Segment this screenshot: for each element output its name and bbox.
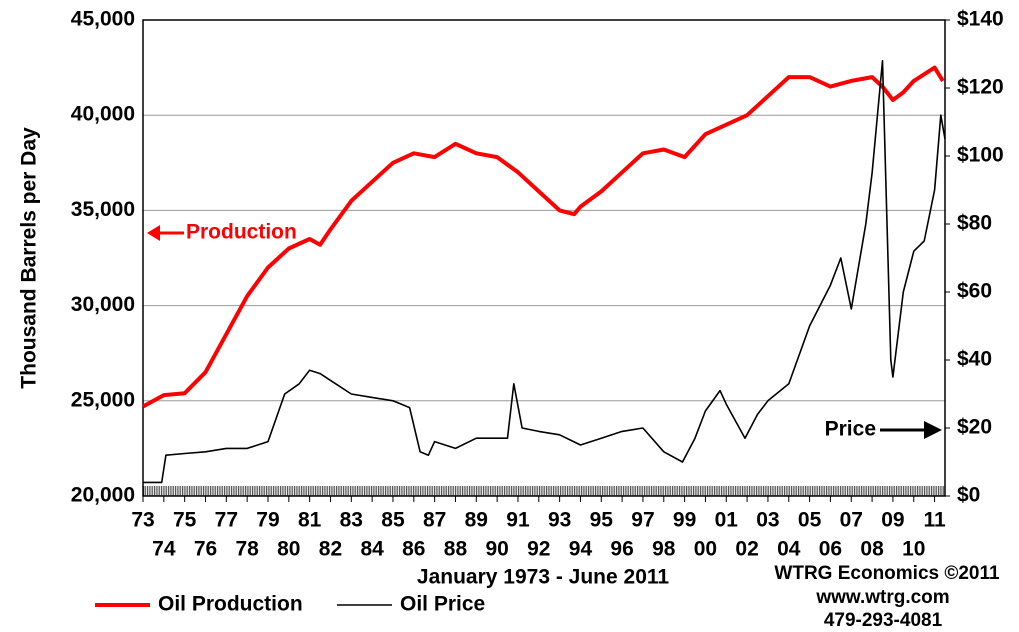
x-tick-label: 05 <box>798 509 822 532</box>
x-tick-label: 78 <box>235 538 259 561</box>
x-tick-label: 06 <box>819 538 842 561</box>
month-ticks <box>143 486 945 496</box>
x-tick-label: 83 <box>340 509 363 532</box>
x-tick-label: 04 <box>777 538 801 561</box>
x-tick-label: 95 <box>590 509 614 532</box>
x-tick-label: 82 <box>319 538 342 561</box>
y-axis-label: Thousand Barrels per Day <box>18 127 41 389</box>
x-tick-label: 93 <box>548 509 571 532</box>
x-tick-label: 08 <box>860 538 884 561</box>
x-tick-label: 73 <box>131 509 154 532</box>
x-tick-label: 09 <box>881 509 904 532</box>
x-tick-label: 03 <box>756 509 779 532</box>
x-tick-label: 90 <box>485 538 508 561</box>
x-tick-label: 87 <box>423 509 446 532</box>
y-tick-label: 35,000 <box>71 198 135 221</box>
annotation: January 1973 - June 2011 <box>417 566 669 589</box>
x-tick-label: 86 <box>402 538 425 561</box>
y2-tick-label: $60 <box>957 280 992 303</box>
x-tick-label: 74 <box>152 538 176 561</box>
arrows <box>147 225 942 439</box>
annotation: www.wtrg.com <box>815 587 949 608</box>
y-tick-label: 40,000 <box>71 103 135 126</box>
series-line <box>142 65 945 409</box>
y2-tick-label: $40 <box>957 348 992 371</box>
x-tick-label: 07 <box>840 509 863 532</box>
x-tick-label: 84 <box>360 538 384 561</box>
annotation: WTRG Economics ©2011 <box>774 563 1000 584</box>
x-tick-label: 76 <box>194 538 217 561</box>
y2-tick-label: $100 <box>957 144 1004 167</box>
plot-frame <box>142 19 946 497</box>
x-tick-label: 88 <box>444 538 468 561</box>
y2-tick-label: $140 <box>957 8 1004 31</box>
x-tick-label: 81 <box>298 509 322 532</box>
y2-tick-label: $0 <box>957 484 980 507</box>
x-tick-label: 98 <box>652 538 676 561</box>
y-tick-label: 20,000 <box>71 484 135 507</box>
legend-label: Oil Production <box>158 593 303 616</box>
x-tick-label: 00 <box>694 538 717 561</box>
y-tick-label: 45,000 <box>71 8 135 31</box>
x-tick-label: 96 <box>610 538 633 561</box>
price-arrow-head <box>924 421 942 439</box>
x-tick-label: 94 <box>569 538 593 561</box>
x-tick-label: 10 <box>902 538 925 561</box>
series-line <box>143 60 946 484</box>
x-tick-label: 79 <box>256 509 279 532</box>
annotation: Production <box>186 221 297 244</box>
y-tick-label: 30,000 <box>71 293 135 316</box>
production-arrow-head <box>147 225 160 241</box>
x-tick-label: 01 <box>715 509 739 532</box>
annotation: Price <box>825 418 876 441</box>
legend-label: Oil Price <box>400 593 485 616</box>
x-tick-label: 77 <box>215 509 238 532</box>
x-tick-label: 85 <box>381 509 405 532</box>
y2-tick-label: $120 <box>957 76 1004 99</box>
x-tick-label: 91 <box>506 509 530 532</box>
x-tick-label: 99 <box>673 509 696 532</box>
x-tick-label: 80 <box>277 538 300 561</box>
x-tick-label: 02 <box>735 538 758 561</box>
x-tick-label: 11 <box>923 509 946 532</box>
annotation: 479-293-4081 <box>824 610 943 631</box>
x-tick-label: 92 <box>527 538 550 561</box>
y2-tick-label: $80 <box>957 212 992 235</box>
x-tick-label: 89 <box>465 509 488 532</box>
y-tick-label: 25,000 <box>71 388 135 411</box>
x-tick-label: 75 <box>173 509 197 532</box>
x-tick-label: 97 <box>631 509 654 532</box>
y2-tick-label: $20 <box>957 416 992 439</box>
